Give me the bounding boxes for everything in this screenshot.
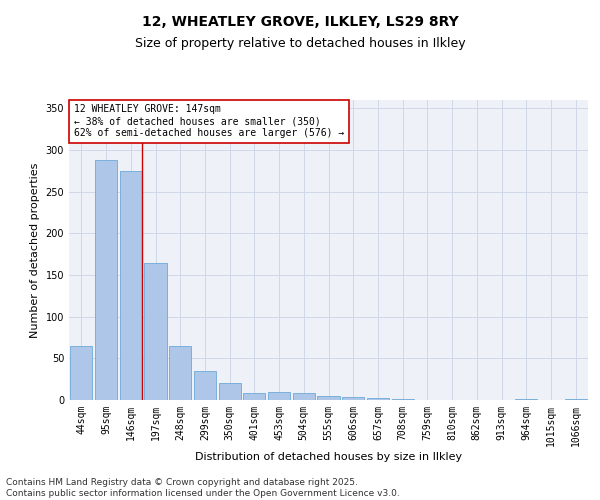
- Bar: [293, 394, 315, 400]
- Text: 12, WHEATLEY GROVE, ILKLEY, LS29 8RY: 12, WHEATLEY GROVE, ILKLEY, LS29 8RY: [142, 15, 458, 29]
- Bar: [392, 399, 414, 400]
- Bar: [243, 394, 265, 400]
- Bar: [342, 396, 364, 400]
- Bar: [70, 346, 92, 400]
- Bar: [145, 262, 167, 400]
- Bar: [515, 399, 538, 400]
- Text: Size of property relative to detached houses in Ilkley: Size of property relative to detached ho…: [134, 38, 466, 51]
- Text: 12 WHEATLEY GROVE: 147sqm
← 38% of detached houses are smaller (350)
62% of semi: 12 WHEATLEY GROVE: 147sqm ← 38% of detac…: [74, 104, 344, 138]
- Y-axis label: Number of detached properties: Number of detached properties: [30, 162, 40, 338]
- Bar: [169, 346, 191, 400]
- Bar: [268, 392, 290, 400]
- Bar: [194, 371, 216, 400]
- Bar: [119, 171, 142, 400]
- Text: Contains HM Land Registry data © Crown copyright and database right 2025.
Contai: Contains HM Land Registry data © Crown c…: [6, 478, 400, 498]
- Bar: [367, 398, 389, 400]
- Bar: [317, 396, 340, 400]
- Bar: [218, 382, 241, 400]
- Bar: [565, 399, 587, 400]
- Bar: [95, 160, 117, 400]
- X-axis label: Distribution of detached houses by size in Ilkley: Distribution of detached houses by size …: [195, 452, 462, 462]
